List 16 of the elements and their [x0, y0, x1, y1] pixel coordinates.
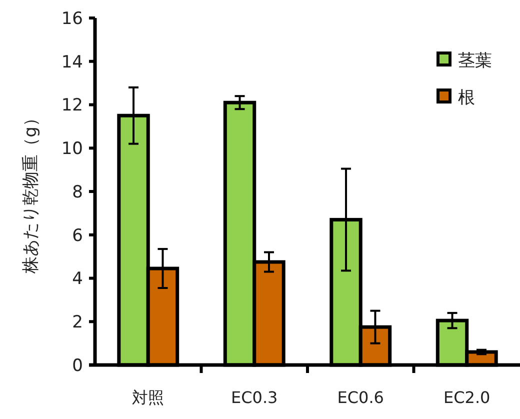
x-tick-label: EC0.3 — [231, 388, 278, 407]
y-tick-label: 8 — [72, 182, 83, 202]
legend-label: 茎葉 — [458, 50, 492, 71]
y-tick-label: 6 — [72, 226, 83, 246]
y-tick-label: 12 — [61, 96, 83, 116]
x-tick-label: 対照 — [132, 388, 164, 407]
y-axis-title: 株あたり乾物重（g） — [21, 110, 41, 274]
y-tick-label: 16 — [61, 8, 83, 29]
legend-label: 根 — [458, 88, 475, 108]
x-tick-label: EC0.6 — [337, 388, 384, 407]
x-tick-label: EC2.0 — [444, 388, 490, 407]
y-tick-label: 14 — [61, 52, 83, 72]
y-tick-label: 4 — [72, 269, 83, 290]
y-tick-label: 10 — [61, 139, 83, 160]
y-tick-label: 2 — [72, 312, 83, 333]
y-tick-label: 0 — [72, 356, 83, 376]
